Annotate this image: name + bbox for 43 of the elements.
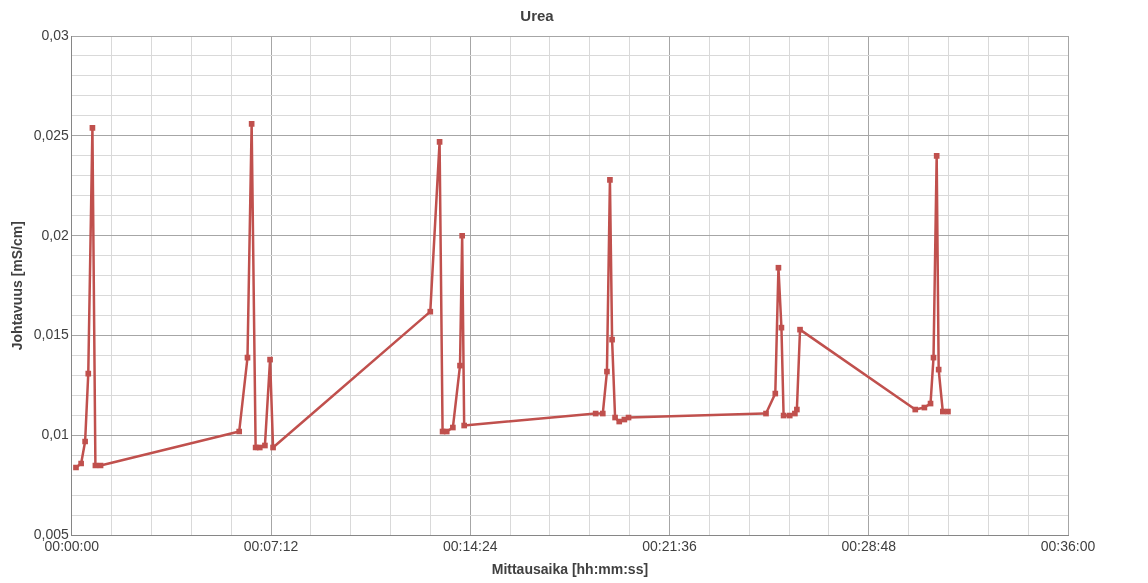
x-tick-label: 00:21:36: [642, 537, 697, 554]
point: [443, 428, 450, 435]
y-tick-label: 0,025: [33, 126, 70, 143]
point: [248, 121, 255, 127]
y-tick-label: 0,015: [33, 326, 70, 343]
x-tick-label: 00:36:00: [1040, 537, 1096, 554]
point: [604, 368, 610, 375]
point: [459, 232, 465, 239]
point: [772, 390, 779, 397]
point: [616, 418, 623, 425]
point: [450, 424, 456, 431]
point: [85, 370, 92, 377]
point: [427, 308, 434, 315]
point: [436, 139, 443, 145]
point: [89, 125, 96, 131]
point: [945, 408, 951, 415]
x-tick-label: 00:14:24: [443, 537, 498, 554]
y-tick-label: 0,02: [41, 226, 70, 243]
point: [267, 356, 273, 363]
point: [599, 410, 606, 417]
point: [236, 428, 243, 435]
point: [82, 438, 88, 445]
chart-title: Urea: [520, 7, 555, 25]
y-tick-label: 0,03: [41, 26, 70, 43]
point: [797, 326, 803, 333]
x-tick-label: 00:28:48: [841, 537, 897, 554]
y-axis-title: Johtavuus [mS/cm]: [9, 221, 26, 351]
x-axis-title: Mittausaika [hh:mm:ss]: [491, 561, 649, 578]
y-tick-label: 0,01: [41, 426, 70, 443]
x-tick-label: 00:07:12: [243, 537, 299, 554]
point: [607, 177, 613, 183]
point: [933, 153, 940, 159]
point: [457, 362, 463, 369]
point: [794, 406, 800, 413]
point: [609, 336, 615, 343]
point: [461, 422, 467, 429]
point: [78, 460, 84, 467]
point: [763, 410, 769, 417]
point: [270, 444, 276, 451]
point: [73, 464, 79, 471]
point: [775, 264, 782, 271]
point: [262, 442, 268, 449]
point: [912, 406, 919, 413]
